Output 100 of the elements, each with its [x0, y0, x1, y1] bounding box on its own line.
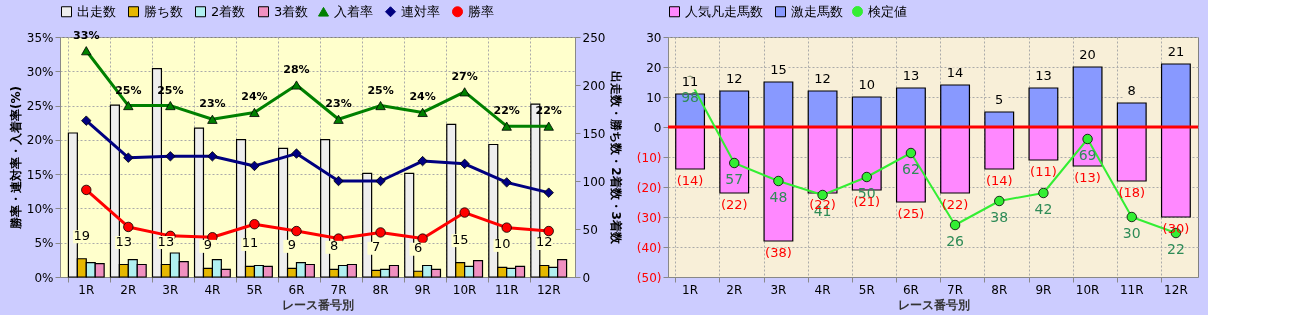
legend-label: 2着数	[211, 3, 246, 19]
x-axis-title: レース番号別	[897, 297, 970, 312]
point	[333, 114, 344, 124]
legend-label: 人気凡走馬数	[685, 3, 763, 19]
point	[123, 101, 134, 111]
point	[501, 177, 512, 188]
data-label: 13	[115, 233, 133, 249]
bar	[1116, 126, 1147, 182]
data-label: 10	[858, 77, 876, 92]
point	[375, 175, 386, 187]
bar	[1160, 126, 1191, 218]
point	[501, 121, 512, 131]
point	[249, 160, 260, 172]
point	[417, 233, 428, 244]
bar	[1160, 63, 1191, 128]
y-tick-label: 10	[646, 90, 662, 105]
legend-label: 入着率	[334, 3, 373, 19]
y-tick-label: (20)	[636, 180, 662, 195]
data-label: 57	[725, 171, 744, 187]
point	[1038, 187, 1049, 199]
data-label: 12	[725, 71, 743, 86]
legend-label: 出走数	[77, 3, 116, 19]
bar	[1028, 126, 1059, 161]
legend-label: 検定値	[868, 3, 907, 19]
point	[543, 187, 554, 198]
y2-tick-label: 250	[582, 30, 606, 45]
x-tick-label: 9R	[414, 282, 431, 297]
point	[291, 225, 302, 237]
data-label: 21	[1167, 44, 1185, 59]
data-label: 48	[769, 189, 788, 205]
point	[729, 157, 740, 169]
x-tick-label: 10R	[1075, 282, 1100, 297]
data-label: (22)	[941, 197, 969, 212]
bar	[895, 126, 926, 203]
data-label: 25%	[115, 83, 142, 97]
data-label: (14)	[985, 173, 1013, 188]
y-tick-label: (10)	[636, 150, 662, 165]
data-label: 33%	[73, 28, 100, 42]
data-label: 13	[157, 233, 175, 249]
point	[861, 171, 872, 183]
data-label: 23%	[199, 97, 226, 111]
point	[207, 114, 218, 124]
point	[994, 195, 1005, 207]
y-tick-label: 20	[646, 60, 662, 75]
y-tick-label: (50)	[636, 270, 662, 285]
y2-tick-label: 150	[582, 126, 606, 141]
x-tick-label: 4R	[814, 282, 831, 297]
x-tick-label: 5R	[246, 282, 263, 297]
point	[905, 147, 917, 159]
point	[207, 151, 218, 162]
x-tick-label: 10R	[452, 282, 477, 297]
data-label: (13)	[1074, 170, 1101, 185]
x-tick-label: 11R	[494, 282, 519, 297]
x-tick-label: 9R	[1035, 282, 1052, 297]
y-tick-label: 15%	[26, 167, 54, 182]
data-label: 42	[1034, 201, 1053, 217]
y2-tick-label: 50	[582, 222, 598, 237]
bar	[807, 90, 838, 128]
legend-label: 3着数	[274, 3, 309, 19]
data-label: 38	[990, 209, 1009, 225]
data-label: 5	[995, 92, 1004, 107]
data-label: 13	[1035, 68, 1052, 83]
point	[291, 80, 302, 90]
point	[123, 221, 134, 233]
point	[291, 148, 302, 159]
point	[417, 155, 428, 167]
data-label: 23%	[325, 97, 352, 111]
bar	[940, 126, 971, 194]
data-label: 69	[1078, 147, 1097, 163]
y-tick-label: 10%	[26, 201, 54, 216]
y-tick-label: (30)	[636, 210, 662, 225]
data-label: (11)	[1030, 164, 1057, 179]
legend-label: 激走馬数	[791, 3, 843, 19]
bar	[940, 84, 971, 128]
data-label: 19	[73, 227, 91, 243]
bar	[719, 90, 750, 128]
data-label: (38)	[765, 245, 792, 260]
bar	[763, 126, 794, 242]
data-label: 9	[203, 237, 213, 253]
point	[375, 227, 386, 238]
y2-tick-label: 200	[582, 78, 606, 93]
point	[81, 184, 92, 196]
y-tick-label: 25%	[26, 99, 54, 114]
bar	[763, 81, 794, 128]
data-label: 8	[1127, 83, 1136, 98]
x-tick-label: 3R	[162, 282, 179, 297]
data-label: 11	[681, 74, 699, 89]
point	[949, 219, 961, 231]
point	[417, 107, 428, 117]
point	[459, 158, 470, 169]
x-tick-label: 1R	[78, 282, 95, 297]
data-label: 12	[814, 71, 831, 86]
legend-label: 連対率	[401, 3, 440, 19]
data-label: 9	[287, 237, 297, 253]
point	[459, 87, 470, 97]
x-tick-label: 2R	[120, 282, 137, 297]
data-label: 28%	[283, 63, 310, 76]
x-tick-label: 7R	[947, 282, 964, 297]
data-label: 30	[1122, 225, 1141, 241]
point	[249, 107, 260, 117]
